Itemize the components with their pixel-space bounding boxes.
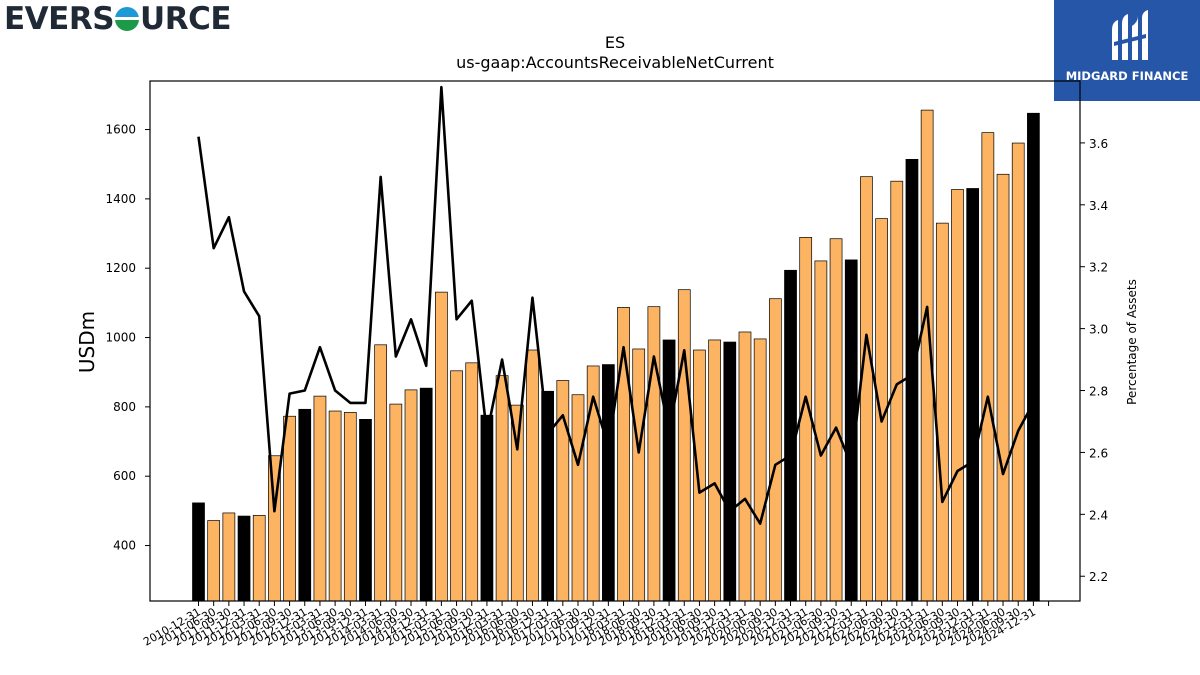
y2-tick-label: 3.2 (1089, 261, 1108, 275)
bar (222, 512, 236, 602)
y2-tick-label: 2.8 (1089, 385, 1108, 399)
y-tick-label: 1600 (105, 123, 136, 137)
bar (966, 188, 980, 602)
bar (343, 412, 357, 602)
bar (1011, 142, 1025, 602)
bar (237, 515, 251, 602)
bar (753, 338, 767, 602)
bar (647, 306, 661, 602)
midgard-finance-logo: MIDGARD FINANCE (1054, 0, 1200, 101)
bar (313, 395, 327, 602)
bar (935, 222, 949, 602)
bar (996, 173, 1010, 602)
y-tick-label: 400 (113, 539, 136, 553)
y2-tick-label: 3.6 (1089, 137, 1108, 151)
bar (602, 364, 615, 602)
bar (890, 180, 904, 602)
bar (951, 189, 964, 602)
eversource-logo: EVERS URCE (4, 0, 232, 38)
y2-axis-label: Percentage of Assets (1125, 279, 1139, 405)
bar (298, 408, 312, 602)
bar (981, 132, 995, 602)
bar (571, 394, 585, 602)
bar (829, 238, 843, 602)
chart-subtitle: us-gaap:AccountsReceivableNetCurrent (456, 53, 774, 72)
bar (526, 349, 539, 602)
bar (738, 331, 752, 602)
logo-circle-icon (115, 7, 140, 31)
bar (905, 159, 919, 602)
x-axis: 2010-12-312011-06-302011-09-302011-12-31… (141, 601, 1050, 649)
bar (510, 404, 524, 602)
bar (768, 298, 782, 602)
bar (404, 389, 418, 602)
bar (693, 349, 706, 602)
y2-tick-label: 2.2 (1089, 570, 1108, 584)
bar (495, 375, 509, 602)
y2-tick-label: 3.0 (1089, 323, 1108, 337)
logo-text-left: EVERS (4, 1, 115, 37)
y-axis-label: USDm (75, 311, 99, 373)
y-tick-label: 600 (113, 469, 136, 483)
bar (374, 344, 388, 602)
bar (435, 291, 448, 602)
bar (1027, 112, 1040, 602)
bar (632, 348, 646, 602)
left-axis: 400 600 800 1000 1200 1400 1600 (105, 123, 150, 553)
partner-name: MIDGARD FINANCE (1065, 69, 1189, 83)
bar (207, 520, 221, 602)
bar (556, 380, 570, 602)
right-axis: 2.2 2.4 2.6 2.8 3.0 3.2 3.4 3.6 (1080, 137, 1108, 584)
bars-group (192, 109, 1040, 602)
logo-text-right: URCE (140, 1, 232, 37)
bar (465, 362, 479, 602)
bar (328, 410, 342, 602)
midgard-mark-icon (1112, 10, 1148, 60)
bar (283, 415, 296, 602)
bar (708, 339, 721, 602)
bar (252, 515, 266, 602)
percentage-line (197, 85, 1035, 525)
line-group (197, 85, 1035, 525)
bar (799, 237, 813, 602)
bar (359, 419, 372, 602)
y-tick-label: 1000 (105, 331, 136, 345)
y2-tick-label: 3.4 (1089, 199, 1108, 213)
bar (480, 414, 494, 602)
bar (389, 403, 403, 602)
bar (814, 260, 828, 602)
bar (723, 341, 737, 602)
bar (677, 289, 691, 602)
chart-title: ES (605, 33, 625, 52)
plot-frame (149, 80, 1081, 602)
bar (450, 370, 463, 602)
bar (419, 387, 433, 602)
bar (860, 176, 873, 602)
y-tick-label: 800 (113, 400, 136, 414)
bar (662, 339, 676, 602)
y-tick-label: 1200 (105, 261, 136, 275)
bar (192, 502, 205, 602)
y2-tick-label: 2.6 (1089, 446, 1108, 460)
y-tick-label: 1400 (105, 192, 136, 206)
y2-tick-label: 2.4 (1089, 508, 1108, 522)
